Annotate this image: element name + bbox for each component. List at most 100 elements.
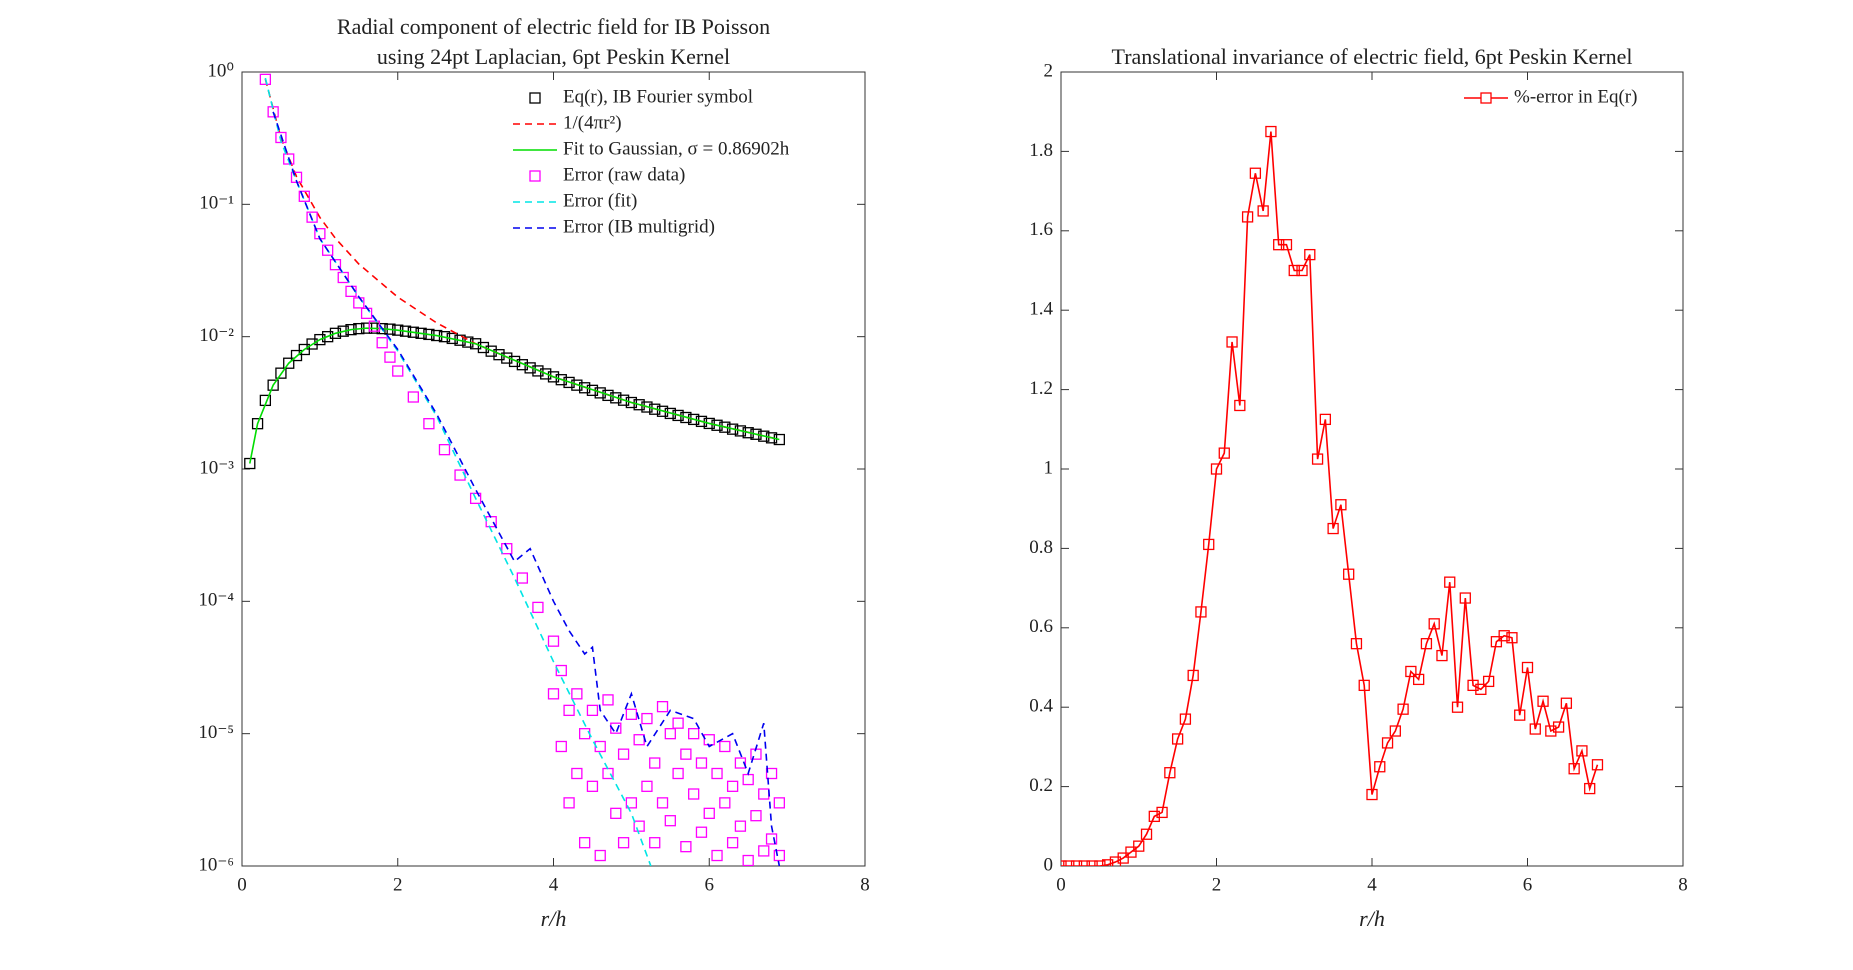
marker [423, 418, 435, 430]
marker [703, 734, 715, 746]
marker [259, 73, 272, 85]
marker [617, 394, 630, 406]
marker [1280, 239, 1293, 251]
marker [1179, 713, 1192, 725]
x-tick-label: 2 [393, 874, 403, 895]
y-tick-label: 10⁻⁶ [198, 854, 234, 875]
marker [547, 635, 560, 647]
x-tick-label: 4 [1367, 874, 1377, 895]
marker [1125, 846, 1137, 858]
marker [594, 387, 606, 399]
marker [1249, 167, 1262, 179]
legend-label: Error (raw data) [563, 164, 685, 185]
marker [1420, 638, 1433, 650]
marker [1537, 695, 1549, 707]
marker [726, 837, 739, 849]
marker [329, 327, 342, 339]
plot-area [1061, 125, 1604, 866]
marker [1459, 592, 1471, 604]
marker [672, 409, 684, 422]
marker [773, 849, 785, 862]
marker [765, 767, 778, 780]
marker [329, 259, 342, 271]
marker [501, 352, 513, 364]
y-tick-label: 10⁻⁴ [198, 590, 234, 611]
x-tick-label: 6 [705, 874, 715, 895]
marker [695, 415, 708, 428]
marker [1428, 618, 1440, 630]
y-tick-label: 1 [1044, 457, 1054, 478]
marker [641, 401, 653, 413]
marker [726, 780, 739, 792]
marker [1568, 763, 1580, 775]
marker [1529, 723, 1541, 735]
marker [1490, 636, 1503, 648]
marker [1210, 463, 1223, 475]
marker [322, 244, 334, 256]
marker [750, 428, 762, 440]
y-tick-label: 1.2 [1029, 378, 1053, 399]
marker [283, 153, 295, 165]
marker [1451, 701, 1464, 713]
marker [1475, 683, 1487, 695]
marker [1086, 860, 1098, 866]
y-tick-label: 0.6 [1029, 616, 1053, 637]
x-tick-label: 2 [1212, 874, 1222, 895]
marker [1063, 860, 1075, 866]
series-line [249, 327, 780, 464]
marker [563, 797, 575, 809]
marker [617, 748, 630, 760]
marker [337, 271, 349, 284]
marker [547, 688, 560, 700]
marker [633, 820, 645, 832]
axes: Translational invariance of electric fie… [1029, 44, 1688, 931]
y-tick-label: 1.4 [1029, 299, 1053, 320]
marker [656, 701, 669, 713]
y-tick-label: 10⁻² [199, 325, 234, 346]
marker [1389, 725, 1401, 737]
marker [765, 833, 778, 845]
axes-box [241, 71, 866, 867]
marker [625, 708, 638, 720]
marker [719, 797, 731, 809]
legend: Eq(r), IB Fourier symbol 1/(4πr²) Fit to G… [513, 86, 790, 237]
marker [1265, 125, 1277, 138]
marker [532, 365, 544, 377]
marker [1257, 205, 1269, 217]
chart-title: Radial component of electric field for I… [337, 14, 770, 39]
marker [516, 572, 528, 584]
legend-label: %-error in Eq(r) [1514, 86, 1637, 107]
marker [1560, 697, 1573, 709]
marker [579, 837, 591, 849]
marker [649, 403, 661, 415]
marker [758, 845, 770, 857]
marker [1506, 632, 1518, 644]
marker [610, 392, 622, 404]
marker [555, 374, 567, 386]
marker [547, 371, 560, 383]
marker [392, 365, 404, 377]
marker [532, 601, 544, 614]
marker [485, 345, 497, 357]
marker [1296, 264, 1308, 277]
marker [610, 722, 622, 734]
marker [1405, 665, 1417, 678]
marker [688, 788, 700, 800]
marker [633, 399, 645, 411]
marker [1203, 538, 1215, 551]
marker [1327, 522, 1339, 535]
marker [501, 543, 513, 555]
marker [1545, 725, 1557, 737]
marker [586, 384, 599, 396]
marker [625, 797, 638, 809]
axes: Radial component of electric field for I… [198, 14, 869, 931]
marker [469, 338, 482, 350]
marker [773, 433, 785, 446]
marker [1335, 499, 1347, 511]
marker [688, 413, 700, 426]
marker [1273, 239, 1285, 251]
marker [1366, 788, 1378, 801]
marker [711, 419, 723, 431]
marker [711, 849, 723, 862]
